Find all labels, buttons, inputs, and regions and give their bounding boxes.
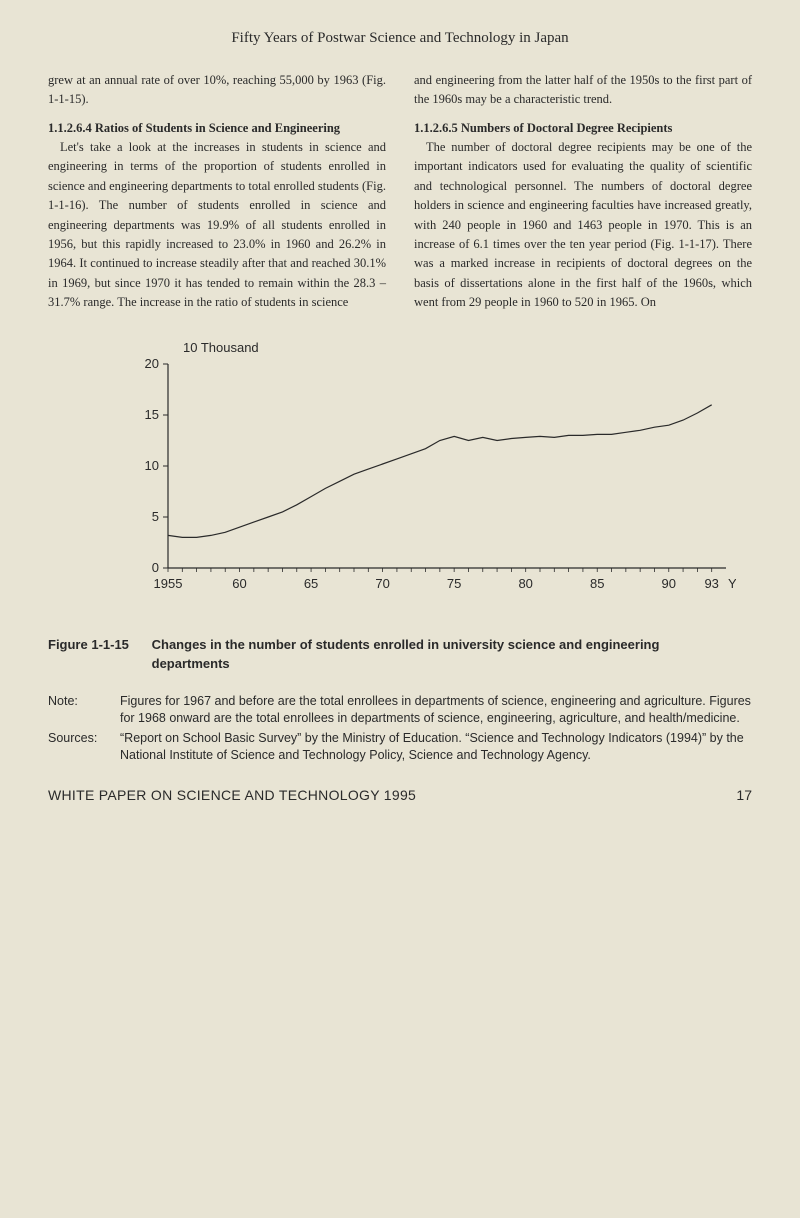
left-heading: 1.1.2.6.4 Ratios of Students in Science …	[48, 120, 386, 136]
left-p2: Let's take a look at the increases in st…	[48, 138, 386, 312]
svg-text:60: 60	[232, 576, 246, 591]
chart-svg: 0 5 10 15 20 1955 60 65 70 75 80 85 90 93 Year	[136, 358, 736, 598]
svg-text:65: 65	[304, 576, 318, 591]
note-text: Figures for 1967 and before are the tota…	[120, 693, 752, 728]
body-columns: grew at an annual rate of over 10%, reac…	[48, 71, 752, 316]
figure-caption: Figure 1-1-15 Changes in the number of s…	[48, 636, 752, 672]
left-column: grew at an annual rate of over 10%, reac…	[48, 71, 386, 316]
svg-text:90: 90	[662, 576, 676, 591]
figure-title: Changes in the number of students enroll…	[152, 636, 722, 672]
right-heading: 1.1.2.6.5 Numbers of Doctoral Degree Rec…	[414, 120, 752, 136]
svg-text:75: 75	[447, 576, 461, 591]
svg-text:10: 10	[145, 458, 159, 473]
running-title: Fifty Years of Postwar Science and Techn…	[48, 30, 752, 47]
sources-label: Sources:	[48, 730, 120, 765]
svg-text:5: 5	[152, 509, 159, 524]
svg-text:85: 85	[590, 576, 604, 591]
svg-text:20: 20	[145, 358, 159, 371]
chart-y-title: 10 Thousand	[183, 340, 259, 355]
right-p1: and engineering from the latter half of …	[414, 71, 752, 110]
svg-text:0: 0	[152, 560, 159, 575]
figure-label: Figure 1-1-15	[48, 636, 148, 654]
svg-text:15: 15	[145, 407, 159, 422]
svg-text:Year: Year	[728, 576, 736, 591]
line-chart: 10 Thousand 0 5 10 15 20 1955 60 65 70 75 80 85 90 93…	[48, 340, 752, 620]
svg-text:1955: 1955	[154, 576, 183, 591]
svg-text:93: 93	[704, 576, 718, 591]
footer-title: WHITE PAPER ON SCIENCE AND TECHNOLOGY 19…	[48, 787, 416, 803]
page-footer: WHITE PAPER ON SCIENCE AND TECHNOLOGY 19…	[48, 787, 752, 803]
sources-text: “Report on School Basic Survey” by the M…	[120, 730, 752, 765]
left-p1: grew at an annual rate of over 10%, reac…	[48, 71, 386, 110]
right-p2: The number of doctoral degree recipients…	[414, 138, 752, 312]
note-label: Note:	[48, 693, 120, 728]
right-column: and engineering from the latter half of …	[414, 71, 752, 316]
svg-text:70: 70	[375, 576, 389, 591]
figure-notes: Note: Figures for 1967 and before are th…	[48, 693, 752, 765]
svg-text:80: 80	[518, 576, 532, 591]
footer-page-number: 17	[736, 787, 752, 803]
